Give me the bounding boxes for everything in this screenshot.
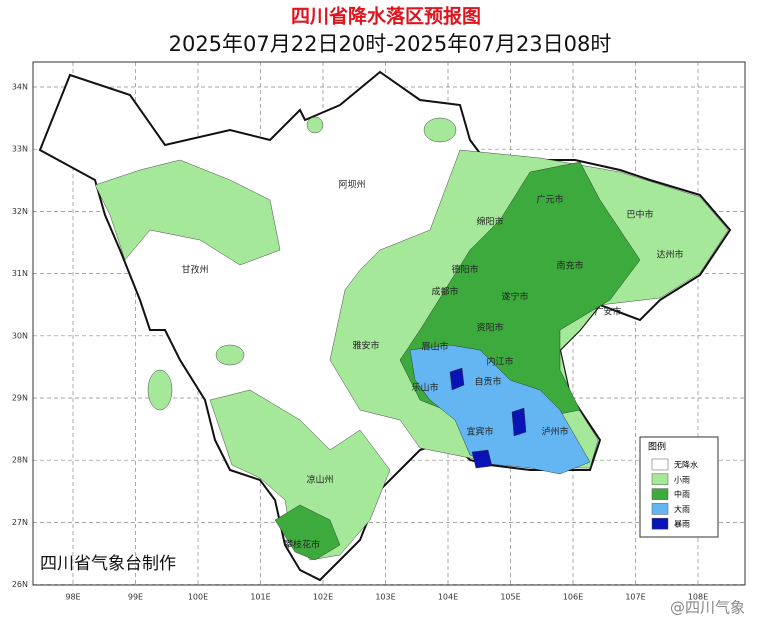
- lat-label: 27N: [12, 518, 28, 527]
- lon-label: 100E: [188, 593, 208, 602]
- moderate-rain-area: [274, 504, 341, 561]
- subtitle: 2025年07月22日20时-2025年07月23日08时: [169, 32, 612, 56]
- place-label: 资阳市: [476, 322, 503, 334]
- legend-swatch: [651, 458, 669, 471]
- place-label: 甘孜州: [181, 264, 208, 276]
- lon-label: 101E: [250, 593, 270, 602]
- rainstorm-area: [449, 367, 465, 391]
- place-label: 眉山市: [421, 341, 448, 353]
- place-label: 自贡市: [474, 376, 501, 388]
- legend-label: 大雨: [674, 504, 690, 514]
- rainstorm-area: [511, 407, 527, 437]
- legend-label: 暴雨: [674, 520, 690, 529]
- light-rain-area: [423, 117, 457, 143]
- legend-swatch: [651, 517, 669, 530]
- lat-label: 28N: [12, 456, 28, 465]
- legend-label: 中雨: [674, 489, 690, 499]
- place-label: 乐山市: [411, 382, 438, 394]
- legend-label: 无降水: [674, 460, 698, 470]
- place-label: 广元市: [536, 194, 563, 206]
- lon-label: 98E: [65, 593, 80, 602]
- place-label: 绵阳市: [476, 216, 503, 228]
- lon-label: 106E: [563, 593, 583, 602]
- place-label: 雅安市: [352, 340, 379, 352]
- lon-label: 102E: [313, 593, 333, 602]
- place-label: 巴中市: [626, 209, 653, 221]
- light-rain-area: [215, 344, 245, 366]
- lon-label: 104E: [438, 593, 458, 602]
- legend-swatch: [651, 473, 669, 486]
- place-label: 成都市: [431, 286, 458, 298]
- legend-label: 小雨: [674, 475, 690, 484]
- place-label: 泸州市: [541, 426, 568, 438]
- lat-label: 34N: [12, 83, 28, 92]
- title: 四川省降水落区预报图: [291, 5, 481, 28]
- credit: 四川省气象台制作: [40, 554, 176, 574]
- lon-label: 107E: [625, 593, 645, 602]
- watermark: @四川气象: [670, 599, 745, 617]
- place-label: 广安市: [594, 306, 621, 318]
- lon-label: 99E: [128, 593, 143, 602]
- place-label: 阿坝州: [338, 180, 365, 191]
- lat-label: 26N: [12, 580, 28, 589]
- lon-label: 105E: [500, 593, 520, 602]
- lon-label: 103E: [375, 593, 395, 602]
- place-label: 凉山州: [306, 474, 333, 486]
- place-label: 攀枝花市: [284, 539, 320, 551]
- lat-label: 29N: [12, 394, 28, 403]
- lon-label: 108E: [688, 593, 708, 602]
- legend-swatch: [651, 488, 669, 500]
- lat-label: 30N: [12, 331, 28, 340]
- map-frame: [32, 61, 746, 586]
- lat-label: 32N: [12, 207, 28, 216]
- light-rain-area: [306, 116, 324, 134]
- rainstorm-area: [471, 449, 493, 469]
- place-label: 南充市: [556, 260, 583, 272]
- place-label: 内江市: [486, 356, 513, 368]
- light-rain-area: [147, 369, 173, 411]
- place-label: 达州市: [656, 249, 683, 261]
- rain-areas: [38, 70, 732, 582]
- light-rain-area: [94, 159, 281, 266]
- lat-label: 33N: [12, 145, 28, 154]
- legend-title: 图例: [648, 441, 666, 453]
- place-label: 宜宾市: [466, 426, 493, 438]
- legend-swatch: [651, 503, 669, 515]
- place-label: 德阳市: [451, 264, 478, 276]
- lat-label: 31N: [12, 269, 28, 278]
- place-label: 遂宁市: [501, 291, 528, 303]
- light-rain-area: [209, 389, 391, 561]
- axis-labels: 98E 99E 100E 101E 102E 103E 104E 105E 106E 107E 10…: [12, 83, 708, 602]
